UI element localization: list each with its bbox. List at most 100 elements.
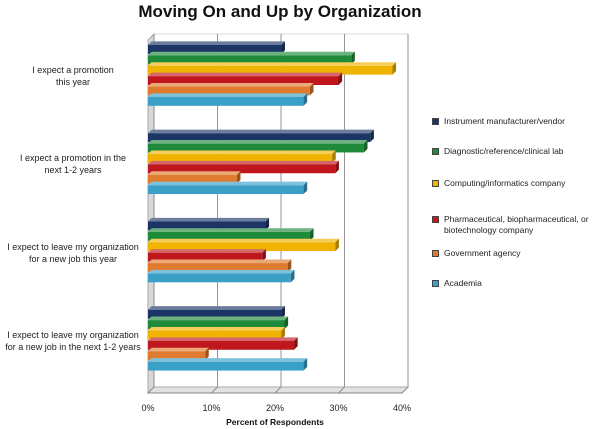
bar-top: [148, 129, 374, 134]
bar: [148, 83, 314, 96]
bar-front: [148, 55, 352, 65]
bar-end: [281, 306, 285, 319]
gridline-floor: [211, 386, 218, 394]
bar: [148, 160, 339, 174]
bars: [148, 41, 397, 371]
bar-top: [148, 150, 336, 155]
bar-end: [236, 171, 241, 184]
legend-swatch: [432, 216, 439, 223]
bar-top: [148, 181, 308, 186]
bar-top: [148, 269, 295, 274]
bar: [148, 93, 308, 106]
legend-swatch: [432, 118, 439, 125]
bar-top: [148, 358, 308, 362]
category-label: I expect to leave my organization for a …: [5, 329, 141, 352]
x-tick-label: 40%: [392, 403, 411, 413]
bar-front: [148, 65, 393, 75]
bar-top: [148, 238, 339, 243]
category-label: I expect a promotion this year: [32, 65, 114, 88]
bar: [148, 171, 241, 184]
bar-top: [148, 326, 285, 331]
bar-end: [281, 41, 285, 54]
bar-top: [148, 72, 343, 77]
bar: [148, 358, 308, 371]
bar-front: [148, 133, 371, 143]
bar-end: [309, 228, 314, 241]
bar-end: [370, 129, 374, 143]
bar: [148, 217, 270, 231]
bar-end: [392, 62, 397, 75]
bar-top: [148, 316, 289, 321]
bar-front: [148, 340, 295, 350]
bar: [148, 181, 308, 195]
bar-top: [148, 160, 339, 165]
legend-label: Diagnostic/reference/clinical lab: [444, 146, 564, 156]
bar-front: [148, 86, 310, 96]
bar-front: [148, 221, 266, 231]
legend-swatch: [432, 250, 439, 257]
bar-front: [148, 309, 282, 319]
x-tick-label: 30%: [329, 403, 348, 413]
gridline-floor: [401, 386, 409, 394]
category-label: I expect to leave my organization for a …: [7, 241, 139, 264]
bar: [148, 41, 285, 54]
bar-top: [148, 347, 209, 352]
bar-top: [148, 306, 285, 310]
bar: [148, 140, 368, 153]
bar-top: [148, 337, 298, 341]
bar-front: [148, 76, 339, 85]
bar: [148, 347, 209, 361]
bar-end: [303, 93, 308, 106]
bar-end: [303, 181, 308, 195]
bar-front: [148, 330, 282, 340]
chart-title: Moving On and Up by Organization: [138, 2, 422, 21]
bar: [148, 249, 266, 262]
gridline-floor: [274, 386, 282, 394]
bar: [148, 72, 343, 85]
bar-top: [148, 51, 355, 56]
bar-top: [148, 140, 368, 144]
legend-swatch: [432, 148, 439, 155]
bar-front: [148, 351, 206, 361]
bar-top: [148, 62, 397, 66]
bar-end: [262, 249, 266, 262]
bar-top: [148, 83, 314, 87]
bar-end: [205, 347, 209, 361]
bar: [148, 326, 285, 340]
bar-front: [148, 143, 364, 153]
bar: [148, 259, 292, 272]
bar-end: [303, 358, 308, 371]
legend-label: Government agency: [444, 248, 521, 258]
bar-front: [148, 154, 333, 163]
bar-front: [148, 45, 282, 54]
bar-top: [148, 217, 270, 222]
x-tick-label: 0%: [141, 403, 155, 413]
bar: [148, 51, 355, 65]
bar-end: [338, 72, 343, 85]
legend-label: Computing/informatics company: [444, 178, 566, 188]
bar: [148, 316, 289, 329]
bar-front: [148, 97, 304, 106]
bar-end: [335, 160, 339, 174]
bar: [148, 238, 339, 252]
bar-front: [148, 174, 237, 184]
bar-front: [148, 320, 285, 329]
bar: [148, 337, 298, 350]
bar-top: [148, 228, 314, 232]
legend-swatch: [432, 280, 439, 287]
bar: [148, 306, 285, 319]
bar-end: [351, 51, 355, 65]
bar-end: [287, 259, 292, 272]
bar-front: [148, 263, 288, 272]
bar-front: [148, 242, 336, 252]
bar-end: [294, 337, 298, 350]
bar: [148, 62, 397, 75]
bar-end: [309, 83, 314, 96]
bar-front: [148, 164, 336, 174]
x-tick-label: 20%: [265, 403, 284, 413]
gridline-floor: [147, 386, 155, 394]
category-label: I expect a promotion in the next 1-2 yea…: [19, 153, 127, 176]
bar-end: [284, 316, 289, 329]
bar-front: [148, 361, 304, 371]
